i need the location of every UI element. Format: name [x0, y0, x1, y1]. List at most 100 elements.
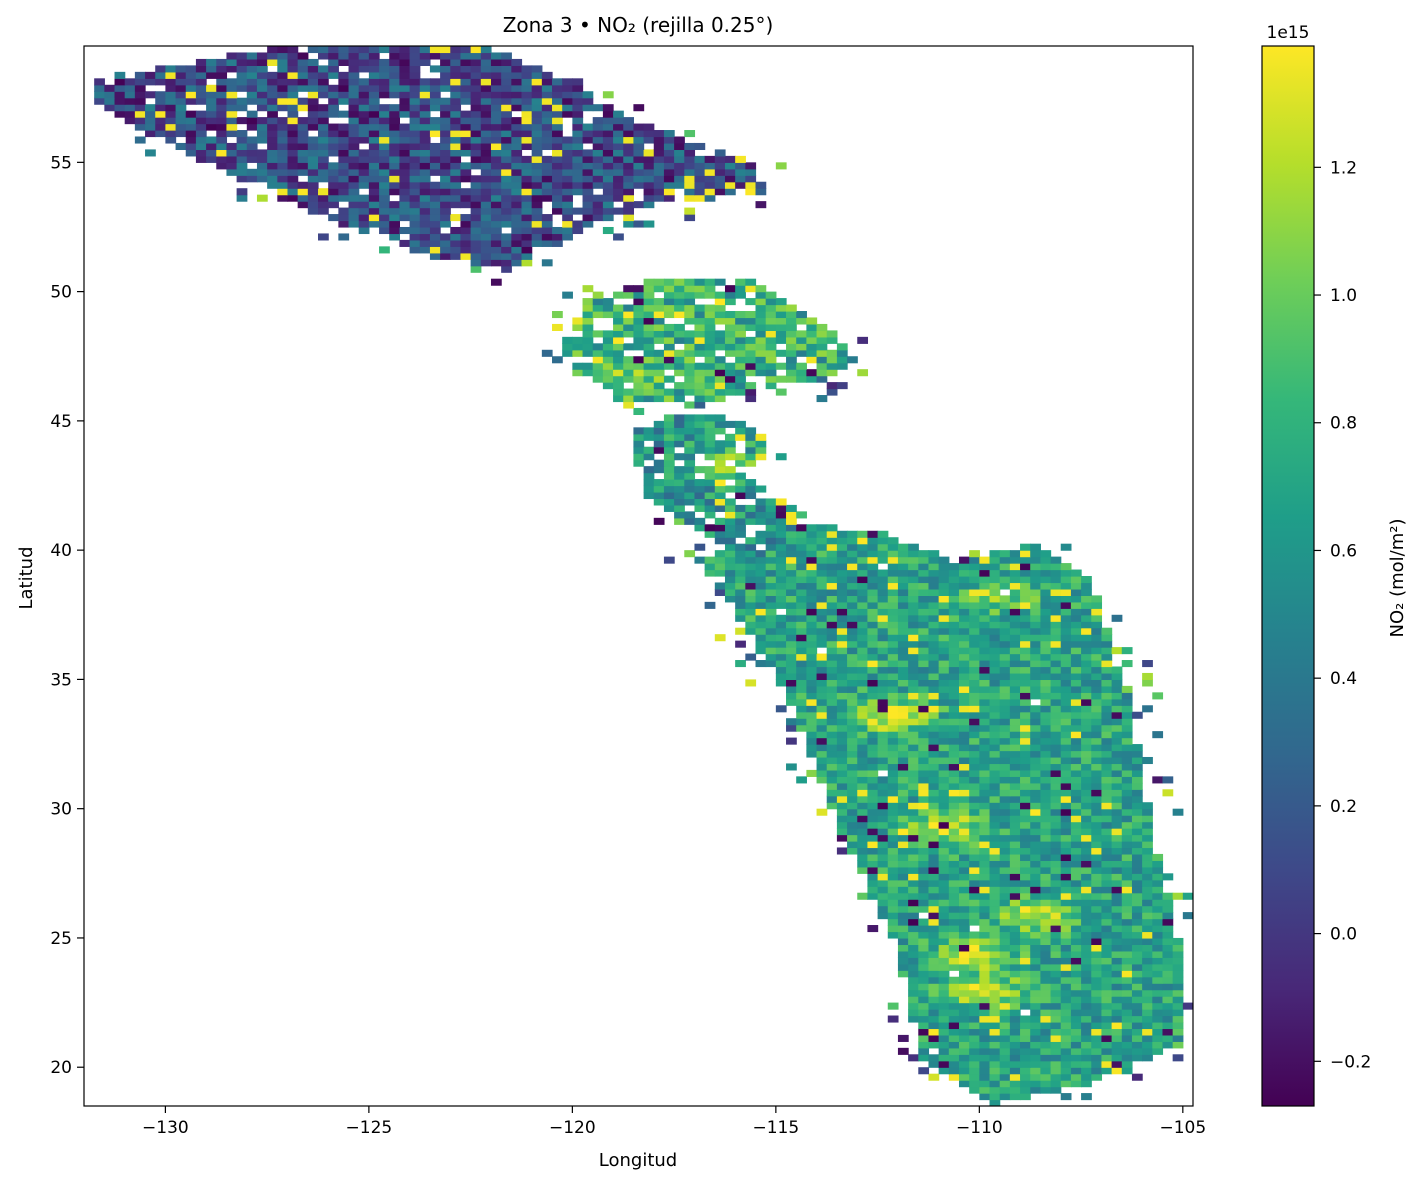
heatmap-cell: [501, 162, 512, 170]
heatmap-cell: [287, 155, 299, 163]
heatmap-cell: [694, 343, 706, 351]
heatmap-cell: [989, 550, 1001, 558]
heatmap-cell: [348, 207, 360, 215]
heatmap-cell: [409, 52, 421, 60]
heatmap-cell: [1020, 853, 1031, 861]
heatmap-cell: [277, 155, 289, 163]
heatmap-cell: [511, 162, 523, 170]
heatmap-cell: [765, 569, 777, 577]
heatmap-cell: [623, 117, 635, 125]
heatmap-cell: [765, 543, 777, 551]
heatmap-cell: [887, 744, 899, 752]
heatmap-cell: [948, 950, 960, 958]
heatmap-cell: [704, 181, 716, 189]
heatmap-cell: [613, 207, 624, 215]
heatmap-cell: [816, 763, 828, 771]
heatmap-cell: [816, 576, 828, 584]
heatmap-cell: [857, 795, 869, 803]
heatmap-cell: [867, 866, 879, 874]
heatmap-cell: [440, 214, 451, 222]
heatmap-cell: [796, 724, 807, 732]
heatmap-cell: [938, 601, 950, 609]
heatmap-cell: [867, 576, 879, 584]
heatmap-cell: [1162, 996, 1174, 1004]
heatmap-cell: [1081, 731, 1092, 739]
heatmap-cell: [1101, 989, 1113, 997]
heatmap-cell: [948, 931, 960, 939]
heatmap-cell: [1070, 621, 1082, 629]
heatmap-cell: [613, 356, 624, 364]
heatmap-cell: [786, 343, 797, 351]
heatmap-cell: [440, 246, 451, 254]
heatmap-cell: [195, 91, 207, 99]
heatmap-cell: [735, 576, 746, 584]
heatmap-cell: [541, 168, 553, 176]
heatmap-cell: [847, 731, 858, 739]
heatmap-cell: [663, 498, 675, 506]
heatmap-cell: [409, 46, 421, 54]
heatmap-cell: [572, 142, 584, 151]
heatmap-cell: [897, 588, 909, 596]
colorbar-gradient: [1262, 46, 1314, 1106]
heatmap-cell: [1111, 647, 1123, 655]
heatmap-cell: [1020, 1034, 1031, 1042]
heatmap-cell: [775, 621, 787, 629]
heatmap-cell: [1121, 899, 1133, 907]
heatmap-cell: [928, 841, 940, 849]
heatmap-cell: [490, 123, 502, 131]
heatmap-cell: [470, 175, 482, 183]
heatmap-cell: [836, 692, 848, 700]
heatmap-cell: [989, 853, 1001, 861]
heatmap-cell: [1081, 666, 1092, 674]
heatmap-cell: [735, 330, 746, 338]
heatmap-cell: [897, 892, 909, 900]
heatmap-cell: [653, 155, 665, 163]
heatmap-cell: [836, 834, 848, 842]
heatmap-cell: [969, 640, 980, 648]
heatmap-cell: [979, 776, 991, 784]
heatmap-cell: [735, 563, 746, 571]
heatmap-cell: [185, 78, 197, 86]
heatmap-cell: [1142, 1041, 1153, 1049]
heatmap-cell: [786, 511, 797, 519]
heatmap-cell: [816, 582, 828, 590]
heatmap-cell: [602, 155, 614, 163]
heatmap-cell: [928, 614, 940, 622]
heatmap-cell: [1081, 1093, 1092, 1101]
heatmap-cell: [989, 582, 1001, 590]
heatmap-cell: [786, 608, 797, 616]
heatmap-cell: [796, 776, 807, 784]
heatmap-cell: [948, 802, 960, 810]
heatmap-cell: [440, 239, 451, 247]
heatmap-cell: [480, 142, 492, 151]
heatmap-cell: [1040, 944, 1052, 952]
heatmap-cell: [348, 142, 360, 151]
heatmap-cell: [745, 343, 757, 351]
heatmap-cell: [1009, 1067, 1021, 1075]
heatmap-cell: [948, 957, 960, 965]
heatmap-cell: [643, 285, 655, 293]
heatmap-cell: [277, 71, 289, 79]
heatmap-cell: [480, 162, 492, 170]
heatmap-cell: [867, 744, 879, 752]
heatmap-cell: [1091, 653, 1103, 661]
heatmap-cell: [826, 349, 838, 357]
heatmap-cell: [918, 841, 930, 849]
heatmap-cell: [979, 744, 991, 752]
heatmap-cell: [521, 259, 533, 267]
heatmap-cell: [684, 311, 696, 319]
heatmap-cell: [541, 239, 553, 247]
heatmap-cell: [1060, 795, 1072, 803]
heatmap-cell: [1081, 918, 1092, 926]
heatmap-cell: [521, 175, 533, 183]
heatmap-cell: [684, 130, 696, 138]
heatmap-cell: [979, 789, 991, 797]
heatmap-cell: [592, 194, 604, 202]
heatmap-cell: [928, 595, 940, 603]
heatmap-cell: [1121, 970, 1133, 978]
heatmap-cell: [480, 46, 492, 54]
heatmap-cell: [633, 104, 645, 112]
heatmap-cell: [775, 323, 787, 331]
heatmap-cell: [1020, 1073, 1031, 1081]
heatmap-cell: [1111, 866, 1123, 874]
